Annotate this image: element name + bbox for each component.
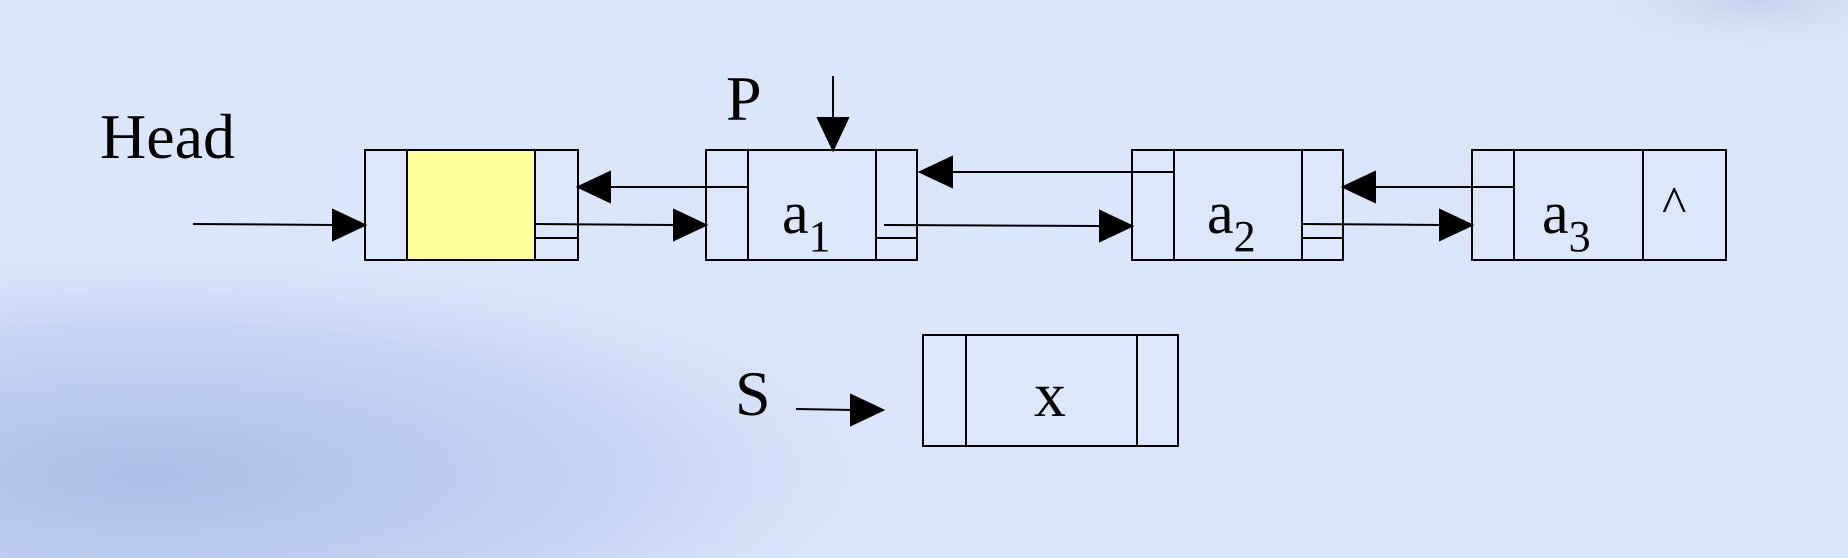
head-pointer-arrowhead bbox=[332, 208, 368, 242]
node-a3-value: a3 bbox=[1542, 180, 1591, 261]
node-a1-value: a1 bbox=[782, 180, 831, 261]
header-next-arrowhead bbox=[673, 208, 709, 242]
new-node-value: x bbox=[1034, 359, 1066, 430]
header-node bbox=[364, 149, 579, 261]
node-a2-box bbox=[1131, 149, 1344, 261]
a1-next-arrowhead bbox=[1099, 209, 1135, 243]
header-node-data-cell bbox=[406, 149, 536, 261]
a2-prior-arrowhead bbox=[917, 155, 953, 189]
node-a1: a1 bbox=[705, 149, 918, 261]
a2-next-arrow-line bbox=[1301, 223, 1443, 226]
a1-prior-arrowhead bbox=[575, 170, 611, 204]
null-pointer-marker: ^ bbox=[1662, 177, 1686, 234]
node-a2-value: a2 bbox=[1207, 180, 1256, 261]
s-label: S bbox=[735, 358, 771, 429]
p-pointer-arrowhead bbox=[816, 117, 850, 153]
head-pointer-arrow-line bbox=[192, 223, 336, 226]
s-pointer-arrow-line bbox=[795, 408, 855, 411]
node-a1-box bbox=[705, 149, 918, 261]
a1-next-arrow-line bbox=[883, 224, 1103, 227]
s-pointer-arrowhead bbox=[850, 393, 886, 427]
head-label: Head bbox=[100, 101, 235, 172]
a2-next-arrowhead bbox=[1439, 208, 1475, 242]
a3-prior-arrowhead bbox=[1340, 170, 1376, 204]
new-node-s: x bbox=[922, 334, 1179, 447]
node-a3-box bbox=[1471, 149, 1727, 261]
p-label: P bbox=[726, 63, 762, 134]
node-a2: a2 bbox=[1131, 149, 1344, 261]
node-a3: a3 ^ bbox=[1471, 149, 1727, 261]
header-next-arrow-line bbox=[534, 223, 677, 226]
